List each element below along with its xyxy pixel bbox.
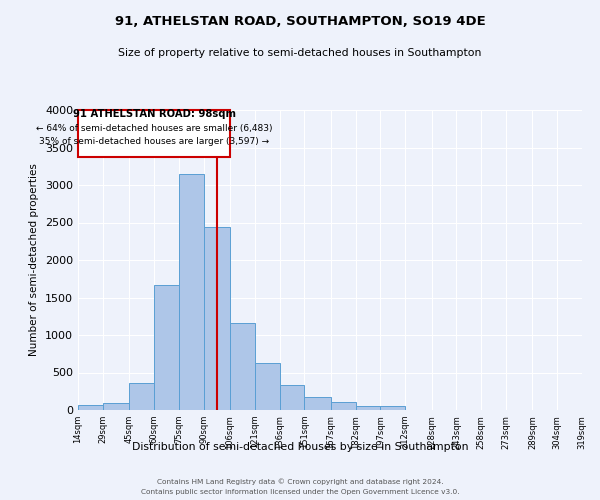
Text: 91, ATHELSTAN ROAD, SOUTHAMPTON, SO19 4DE: 91, ATHELSTAN ROAD, SOUTHAMPTON, SO19 4D…	[115, 15, 485, 28]
Bar	[203, 227, 230, 410]
Text: ← 64% of semi-detached houses are smaller (6,483): ← 64% of semi-detached houses are smalle…	[36, 124, 272, 132]
Bar	[78, 405, 103, 410]
FancyBboxPatch shape	[78, 110, 230, 156]
Y-axis label: Number of semi-detached properties: Number of semi-detached properties	[29, 164, 40, 356]
Bar	[154, 285, 179, 410]
Bar	[230, 323, 255, 410]
Text: Contains public sector information licensed under the Open Government Licence v3: Contains public sector information licen…	[140, 489, 460, 495]
Bar	[179, 174, 203, 410]
Bar	[356, 406, 380, 410]
Text: 35% of semi-detached houses are larger (3,597) →: 35% of semi-detached houses are larger (…	[39, 137, 269, 146]
Bar	[255, 363, 280, 410]
Bar	[129, 383, 154, 410]
Bar	[304, 397, 331, 410]
Text: 91 ATHELSTAN ROAD: 98sqm: 91 ATHELSTAN ROAD: 98sqm	[73, 109, 236, 118]
Text: Distribution of semi-detached houses by size in Southampton: Distribution of semi-detached houses by …	[132, 442, 468, 452]
Bar	[103, 402, 129, 410]
Bar	[280, 385, 304, 410]
Text: Contains HM Land Registry data © Crown copyright and database right 2024.: Contains HM Land Registry data © Crown c…	[157, 478, 443, 485]
Bar	[331, 402, 356, 410]
Text: Size of property relative to semi-detached houses in Southampton: Size of property relative to semi-detach…	[118, 48, 482, 58]
Bar	[380, 406, 405, 410]
